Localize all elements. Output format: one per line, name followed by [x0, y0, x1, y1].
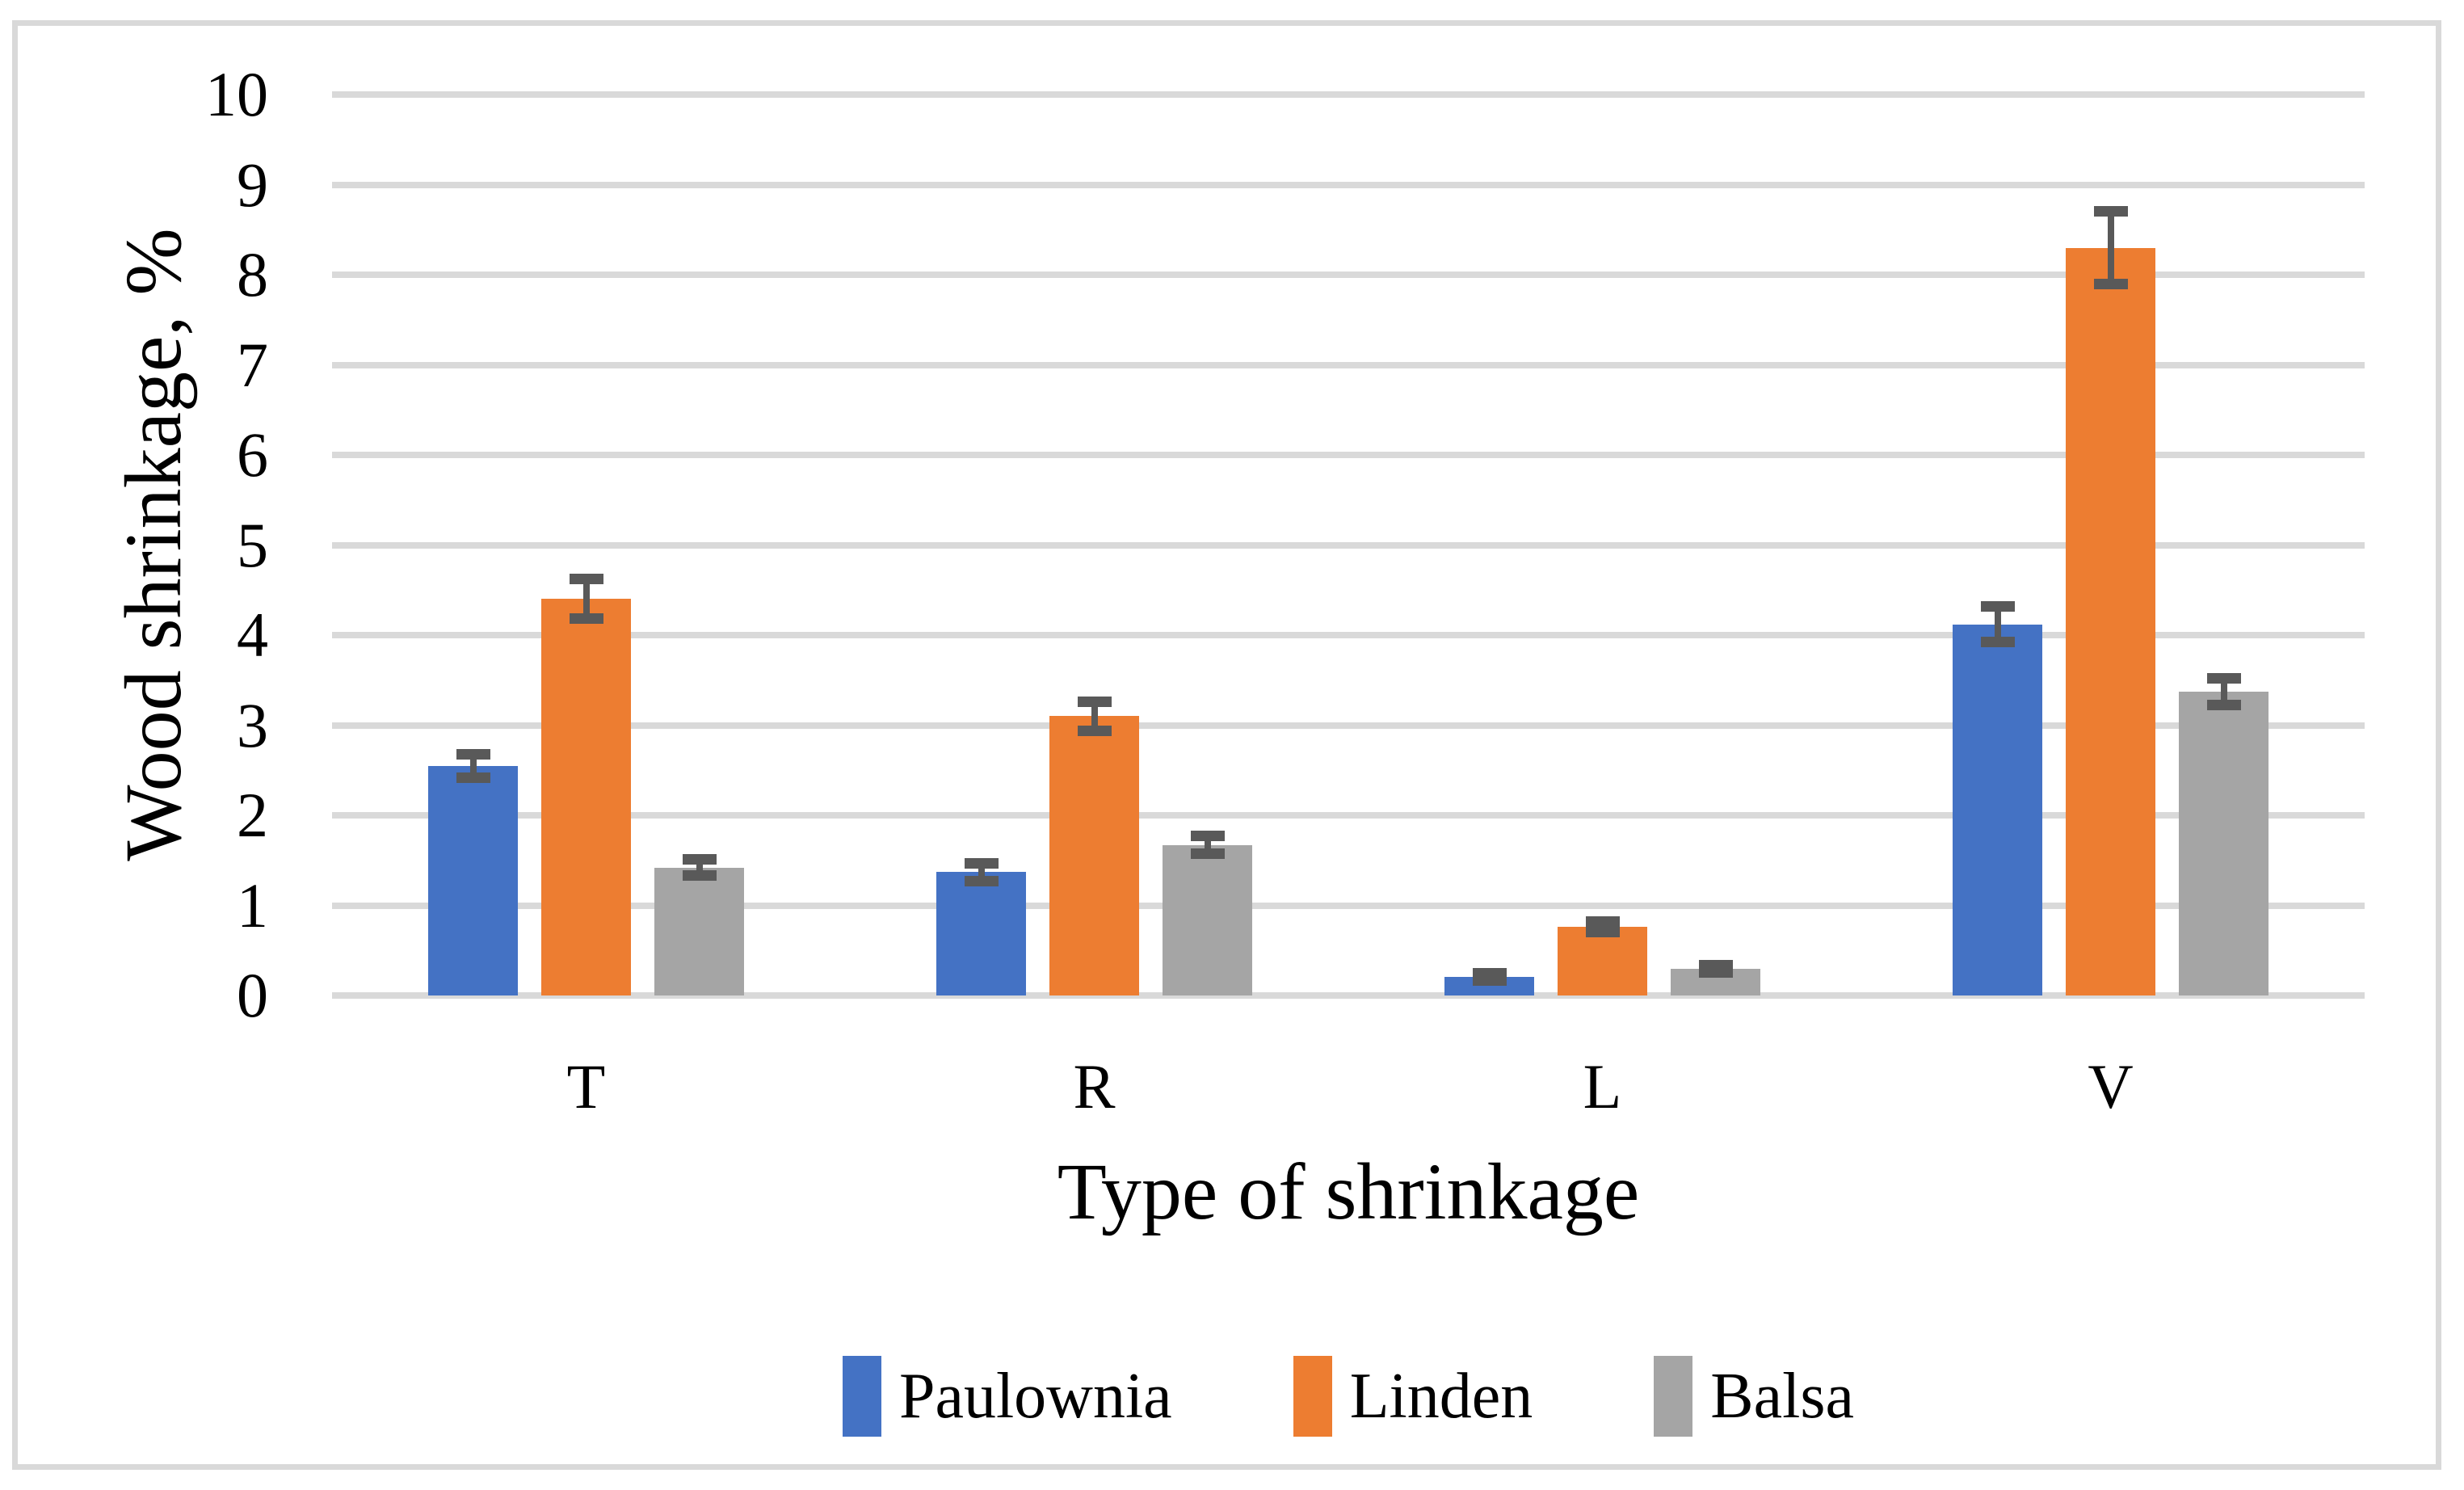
bar-paulownia-T — [428, 765, 518, 995]
y-tick-label-3: 3 — [237, 689, 268, 760]
legend-marker-balsa — [1654, 1356, 1693, 1437]
bar-linden-V — [2066, 247, 2155, 995]
error-cap-top-balsa-T — [682, 854, 717, 865]
legend-label-paulownia: Paulownia — [898, 1361, 1172, 1432]
error-cap-top-linden-R — [1077, 697, 1112, 707]
error-bar-linden-V — [2107, 211, 2114, 284]
error-cap-top-paulownia-V — [1980, 600, 2015, 612]
legend-marker-linden — [1293, 1356, 1332, 1437]
legend-label-balsa: Balsa — [1710, 1361, 1855, 1432]
legend-item-linden: Linden — [1293, 1352, 1533, 1441]
y-tick-label-2: 2 — [237, 780, 268, 850]
bar-linden-T — [541, 599, 631, 995]
error-bar-balsa-R — [1204, 835, 1211, 854]
error-bar-linden-T — [582, 579, 590, 619]
y-tick-label-7: 7 — [237, 329, 268, 400]
error-cap-bottom-balsa-R — [1190, 848, 1225, 860]
legend-marker-paulownia — [842, 1356, 881, 1437]
bar-balsa-R — [1163, 844, 1252, 995]
error-cap-top-linden-L — [1585, 916, 1620, 928]
bar-balsa-V — [2179, 692, 2268, 995]
error-bar-linden-L — [1599, 921, 1606, 932]
bar-paulownia-L — [1444, 976, 1534, 995]
error-cap-bottom-linden-T — [569, 613, 603, 625]
gridline-y-1 — [332, 902, 2365, 909]
bar-paulownia-V — [1953, 624, 2042, 995]
bar-balsa-T — [654, 867, 744, 995]
x-tick-label-V: V — [2088, 1051, 2134, 1122]
bar-paulownia-R — [936, 872, 1026, 995]
gridline-y-3 — [332, 722, 2365, 729]
error-cap-top-balsa-R — [1190, 831, 1225, 842]
legend-item-balsa: Balsa — [1654, 1352, 1854, 1441]
bar-linden-L — [1558, 927, 1647, 995]
gridline-y-6 — [332, 452, 2365, 458]
gridline-y-2 — [332, 812, 2365, 819]
error-bar-paulownia-R — [978, 863, 985, 882]
gridline-y-10 — [332, 91, 2365, 98]
error-bar-balsa-V — [2220, 678, 2227, 705]
y-tick-label-8: 8 — [237, 239, 268, 309]
y-tick-label-5: 5 — [237, 509, 268, 580]
error-cap-bottom-paulownia-V — [1980, 637, 2015, 648]
legend-label-linden: Linden — [1349, 1361, 1533, 1432]
error-cap-bottom-paulownia-L — [1472, 974, 1507, 986]
y-tick-label-1: 1 — [237, 869, 268, 941]
error-cap-bottom-balsa-L — [1698, 966, 1733, 978]
gridline-y-4 — [332, 632, 2365, 638]
error-bar-paulownia-T — [469, 754, 477, 778]
error-cap-top-paulownia-R — [964, 857, 999, 869]
error-cap-bottom-linden-L — [1585, 927, 1620, 938]
error-cap-top-linden-T — [569, 574, 603, 585]
error-cap-top-linden-V — [2093, 206, 2128, 217]
error-cap-bottom-linden-V — [2093, 278, 2128, 289]
y-tick-label-0: 0 — [237, 960, 268, 1030]
plot-area — [332, 91, 2365, 999]
gridline-y-0 — [332, 992, 2365, 999]
y-tick-label-4: 4 — [237, 600, 268, 670]
error-cap-bottom-linden-R — [1077, 725, 1112, 736]
gridline-y-9 — [332, 181, 2365, 188]
y-tick-label-10: 10 — [205, 59, 268, 129]
x-tick-label-T: T — [566, 1051, 606, 1122]
legend-item-paulownia: Paulownia — [842, 1352, 1172, 1441]
legend: Paulownia Linden Balsa — [332, 1348, 2365, 1445]
error-cap-bottom-paulownia-T — [456, 772, 490, 783]
gridline-y-5 — [332, 541, 2365, 549]
gridline-y-7 — [332, 361, 2365, 368]
x-tick-label-R: R — [1073, 1051, 1116, 1122]
gridline-y-8 — [332, 271, 2365, 278]
error-cap-top-paulownia-T — [456, 748, 490, 760]
error-bar-paulownia-V — [1994, 606, 2001, 642]
error-cap-bottom-balsa-T — [682, 870, 717, 882]
y-tick-label-6: 6 — [237, 419, 268, 490]
error-cap-bottom-balsa-V — [2206, 700, 2241, 711]
error-cap-top-balsa-V — [2206, 673, 2241, 684]
y-tick-label-9: 9 — [237, 149, 268, 220]
error-cap-bottom-paulownia-R — [964, 875, 999, 886]
error-bar-linden-R — [1091, 701, 1098, 731]
error-bar-balsa-T — [696, 859, 703, 876]
x-tick-label-L: L — [1583, 1051, 1622, 1122]
x-axis-title: Type of shrinkage — [1057, 1147, 1640, 1236]
bar-linden-R — [1049, 716, 1139, 995]
